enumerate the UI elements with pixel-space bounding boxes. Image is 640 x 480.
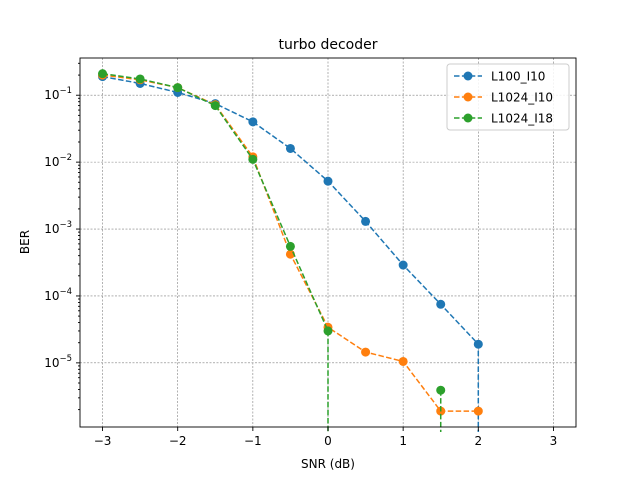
y-tick-exponent: −2 [59,153,72,163]
legend-swatch-marker [463,71,473,81]
legend-swatch-marker [463,113,473,123]
y-tick-label: 10−3 [44,220,72,236]
data-point [210,101,220,111]
y-tick-label: 10−4 [44,287,72,303]
data-point [248,117,258,127]
legend-label: L1024_I18 [491,112,553,126]
series-line [102,75,480,432]
data-point [285,143,295,153]
legend-item: L100_I10 [454,70,545,84]
data-point [361,216,371,226]
x-axis-label: SNR (dB) [301,457,355,471]
data-point [436,385,446,395]
y-tick-label: 10−1 [44,86,72,102]
x-tick-label: 3 [550,434,558,448]
legend-label: L1024_I10 [491,91,553,105]
x-tick-label: −1 [244,434,262,448]
y-tick-exponent: −3 [59,220,72,230]
data-point [285,241,295,251]
y-tick-exponent: −5 [59,354,72,364]
y-axis-ticks: 10−510−410−310−210−1 [44,62,80,411]
y-tick-base: 10 [44,155,59,169]
data-point [436,299,446,309]
data-point [173,83,183,93]
data-point [323,176,333,186]
legend-swatch-marker [463,92,473,102]
y-tick-exponent: −1 [59,86,72,96]
legend: L100_I10 L1024_I10 L1024_I18 [446,63,570,131]
y-tick-base: 10 [44,356,59,370]
x-tick-label: 1 [399,434,407,448]
data-point [361,347,371,357]
x-tick-label: 0 [324,434,332,448]
series-L1024_I18 [98,69,446,432]
legend-item: L1024_I10 [454,91,553,105]
data-point [98,69,108,79]
y-tick-label: 10−5 [44,354,72,370]
data-point [135,74,145,84]
legend-label: L100_I10 [491,70,545,84]
chart-title: turbo decoder [278,37,377,53]
y-tick-base: 10 [44,289,59,303]
data-point [398,260,408,270]
x-tick-label: −2 [169,434,187,448]
data-point [473,339,483,349]
series-layer [98,69,483,432]
legend-box [446,63,570,131]
legend-item: L1024_I18 [454,112,553,126]
data-point [248,154,258,164]
data-point [398,356,408,366]
y-tick-base: 10 [44,222,59,236]
y-axis-label: BER [18,230,32,254]
data-point [323,326,333,336]
y-tick-label: 10−2 [44,153,72,169]
x-axis-ticks: −3 −2 −1 0 1 2 3 [94,427,558,448]
y-tick-base: 10 [44,88,59,102]
y-tick-exponent: −4 [59,287,72,297]
x-tick-label: 2 [474,434,482,448]
x-tick-label: −3 [94,434,112,448]
data-point [473,406,483,416]
